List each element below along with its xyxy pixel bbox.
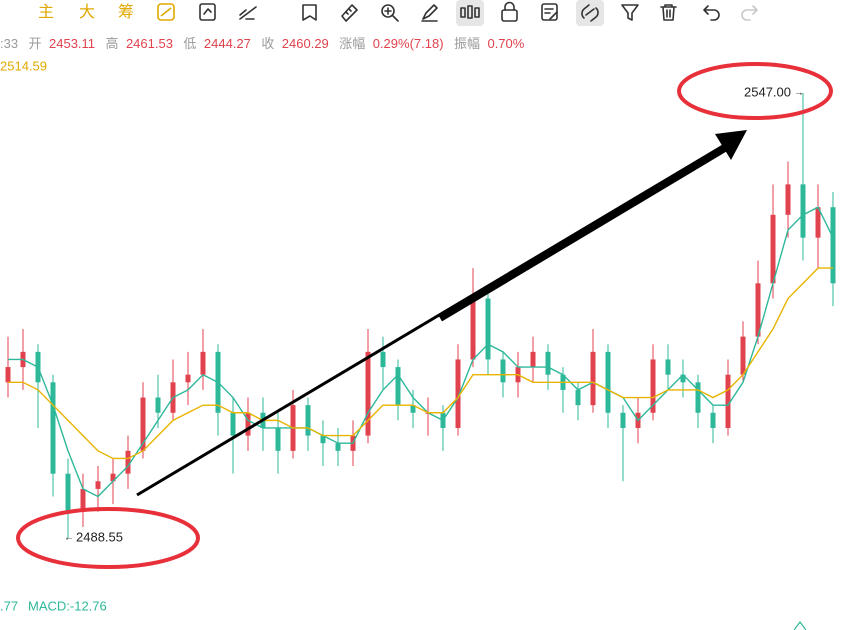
candle-body xyxy=(485,298,491,360)
candle-body xyxy=(785,184,791,215)
trend-arrow xyxy=(437,142,731,322)
high-annotation: 2547.00 xyxy=(744,84,791,99)
candle-body xyxy=(755,283,761,337)
tool-icon[interactable] xyxy=(157,3,175,21)
tool-icon[interactable] xyxy=(341,4,358,22)
high-annotation-arrow: → xyxy=(794,88,804,99)
candle-body xyxy=(815,207,821,238)
candle-body xyxy=(455,359,461,428)
ma-value: 2514.59 xyxy=(0,58,47,73)
candle-body xyxy=(500,359,506,383)
ma-line xyxy=(8,206,834,498)
low-annotation-arrow: ← xyxy=(64,533,74,544)
toolbar: 主 大 筹 xyxy=(38,0,758,26)
tool-icon[interactable] xyxy=(199,3,216,21)
tool-icon[interactable] xyxy=(501,1,518,22)
candle-body xyxy=(95,481,101,489)
close-value: 2460.29 xyxy=(282,36,329,51)
candle-body xyxy=(410,405,416,413)
candle-body xyxy=(680,374,686,383)
close-label: 收 xyxy=(261,36,274,51)
candle-body xyxy=(110,473,116,482)
tool-active[interactable] xyxy=(456,0,484,26)
candle-body xyxy=(575,389,581,406)
candle-body xyxy=(335,443,341,451)
tool-icon[interactable] xyxy=(660,4,677,21)
tool-icon[interactable] xyxy=(302,4,317,21)
candle-body xyxy=(230,412,236,436)
tool-icon xyxy=(160,7,172,17)
high-label: 高 xyxy=(105,36,118,51)
candle-body xyxy=(395,367,401,406)
candle-body xyxy=(185,374,191,383)
toolbar-button[interactable]: 大 xyxy=(79,3,95,21)
high-value: 2461.53 xyxy=(126,36,173,51)
amplitude-value: 0.70% xyxy=(487,36,524,51)
candle-body xyxy=(50,382,56,474)
candle-body xyxy=(665,359,671,375)
candle-body xyxy=(245,412,251,436)
tool-icon[interactable] xyxy=(239,6,257,20)
tool-icon[interactable] xyxy=(381,4,399,22)
tool-icon xyxy=(581,4,599,22)
candle-body xyxy=(320,435,326,444)
candle-body xyxy=(65,473,71,512)
candle-body xyxy=(275,427,281,451)
tool-icon xyxy=(741,5,758,21)
highlight-ellipse xyxy=(677,62,833,120)
candle-body xyxy=(380,351,386,368)
low-value: 2444.27 xyxy=(204,36,251,51)
highlight-ellipse xyxy=(16,507,200,569)
candle-body xyxy=(305,405,311,436)
candle-body xyxy=(725,374,731,428)
candle-body xyxy=(830,207,836,284)
candle-body xyxy=(470,298,476,360)
tool-icon[interactable] xyxy=(703,5,720,21)
amplitude-label: 振幅 xyxy=(454,36,480,51)
candle-body xyxy=(200,351,206,375)
toolbar-button[interactable]: 筹 xyxy=(118,3,134,21)
candle-body xyxy=(5,367,11,383)
tool-icon xyxy=(460,5,480,19)
low-annotation: 2488.55 xyxy=(76,529,123,544)
candle-body xyxy=(590,351,596,406)
open-value: 2453.11 xyxy=(49,36,95,51)
change-label: 涨幅 xyxy=(339,36,365,51)
candle-body xyxy=(740,336,746,375)
info-text: :33 开 2453.11 高 2461.53 低 2444.27 收 2460… xyxy=(0,36,525,53)
candle-body xyxy=(695,382,701,413)
open-label: 开 xyxy=(29,36,42,51)
candle-body xyxy=(125,450,131,474)
candle-body xyxy=(140,397,146,451)
candle-body xyxy=(800,184,806,238)
candle-body xyxy=(650,359,656,413)
candle-body xyxy=(605,351,611,413)
change-value: 0.29%(7.18) xyxy=(373,36,444,51)
arrow-head xyxy=(715,130,747,160)
candle-body xyxy=(365,351,371,436)
tool-icon[interactable] xyxy=(621,4,639,21)
candle-body xyxy=(530,351,536,368)
macd-prefix: .77 xyxy=(0,598,18,613)
tool-icon[interactable] xyxy=(421,4,438,22)
low-label: 低 xyxy=(183,36,196,51)
tool-icon[interactable] xyxy=(541,3,558,21)
ma-line xyxy=(8,267,833,460)
tool-active[interactable] xyxy=(576,0,604,26)
plot-area: 2547.00 → ← 2488.55 xyxy=(5,84,836,544)
toolbar-button[interactable]: 主 xyxy=(38,3,54,21)
candle-body xyxy=(770,214,776,284)
candle-body xyxy=(155,397,161,413)
candle-body xyxy=(545,351,551,375)
macd-label: MACD:-12.76 xyxy=(28,598,107,613)
candle-body xyxy=(620,412,626,428)
candle-body xyxy=(80,488,86,512)
candle-body xyxy=(710,412,716,428)
time: :33 xyxy=(0,36,18,51)
macd-bar xyxy=(793,621,807,630)
